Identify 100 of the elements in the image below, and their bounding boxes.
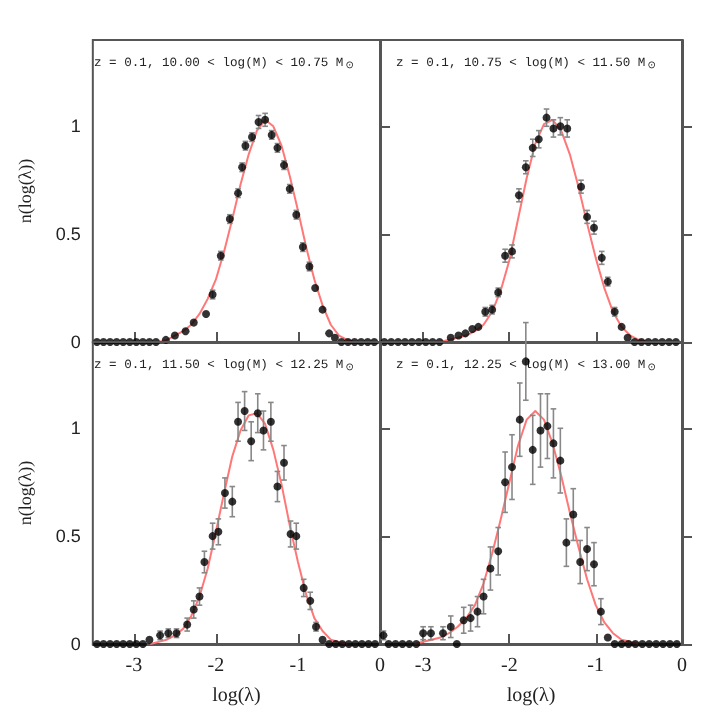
point [596, 607, 605, 616]
point [125, 640, 134, 648]
point [468, 325, 477, 334]
point [306, 596, 315, 605]
point [461, 329, 470, 338]
point [138, 640, 147, 648]
point [357, 640, 366, 648]
y-tick-label: 0.5 [55, 526, 81, 547]
point [542, 113, 551, 122]
point [590, 560, 598, 569]
point [228, 497, 237, 506]
point [208, 532, 217, 541]
point [549, 439, 558, 448]
point [515, 415, 524, 424]
point [351, 640, 360, 648]
point [534, 135, 543, 144]
point [479, 592, 488, 601]
point [528, 445, 537, 454]
point [412, 640, 421, 648]
point [494, 547, 503, 556]
point [405, 640, 414, 648]
point [672, 640, 681, 648]
point [234, 417, 243, 426]
point [119, 640, 128, 648]
point [318, 635, 327, 644]
point [536, 426, 545, 435]
point [652, 640, 661, 648]
point [338, 640, 347, 648]
point [631, 640, 640, 648]
point [583, 545, 592, 554]
point [569, 510, 578, 519]
x-axis-title: log(λ) [506, 684, 556, 707]
point [473, 607, 482, 616]
point [189, 605, 198, 614]
point [398, 640, 407, 648]
point [240, 407, 249, 416]
point [543, 422, 552, 431]
point [132, 640, 141, 648]
x-axis-title: log(λ) [212, 684, 261, 707]
point [501, 478, 510, 487]
point [459, 616, 468, 625]
point [112, 640, 121, 648]
point [603, 633, 612, 642]
point [330, 333, 339, 342]
point [170, 331, 179, 340]
point [391, 640, 400, 648]
point [638, 640, 647, 648]
point [266, 417, 275, 426]
point [645, 640, 654, 648]
point [549, 124, 558, 133]
point [195, 592, 204, 601]
point [556, 456, 565, 465]
point [556, 122, 565, 131]
point [280, 458, 288, 467]
point [145, 635, 154, 644]
point [259, 426, 268, 435]
point [181, 327, 190, 336]
point [617, 322, 626, 331]
y-tick-label: 0 [70, 332, 81, 352]
point [325, 329, 334, 338]
point [214, 527, 223, 536]
point [200, 558, 209, 567]
x-tick-label: -1 [587, 655, 605, 677]
point [273, 482, 282, 491]
point [220, 489, 229, 497]
point [563, 124, 572, 133]
y-tick-label: 0 [70, 634, 81, 654]
x-tick-label: 0 [677, 655, 687, 677]
point [106, 640, 115, 648]
x-tick-label: -3 [125, 655, 143, 677]
point [562, 538, 571, 547]
point [292, 532, 301, 541]
x-tick-label: -2 [207, 655, 225, 677]
y-tick-label: 1 [70, 116, 81, 137]
point [299, 583, 308, 592]
point [623, 333, 632, 342]
point [576, 558, 585, 567]
point [452, 640, 461, 648]
point [617, 640, 626, 648]
point [371, 640, 380, 648]
point [446, 333, 455, 342]
y-axis-title: n(log(λ)) [15, 158, 35, 224]
point [189, 318, 198, 327]
point [446, 622, 455, 631]
point [202, 309, 211, 318]
point [474, 322, 483, 331]
y-tick-label: 1 [70, 418, 81, 439]
point [659, 640, 668, 648]
x-tick-label: -3 [414, 655, 432, 677]
point [508, 463, 517, 472]
point [325, 640, 334, 648]
point [486, 564, 495, 573]
x-tick-label: -2 [501, 655, 518, 677]
point [344, 640, 353, 648]
point [665, 640, 674, 648]
y-axis-title: n(log(λ)) [15, 460, 35, 526]
point [253, 409, 262, 418]
point [466, 614, 475, 623]
point [624, 640, 633, 648]
point [318, 305, 327, 314]
